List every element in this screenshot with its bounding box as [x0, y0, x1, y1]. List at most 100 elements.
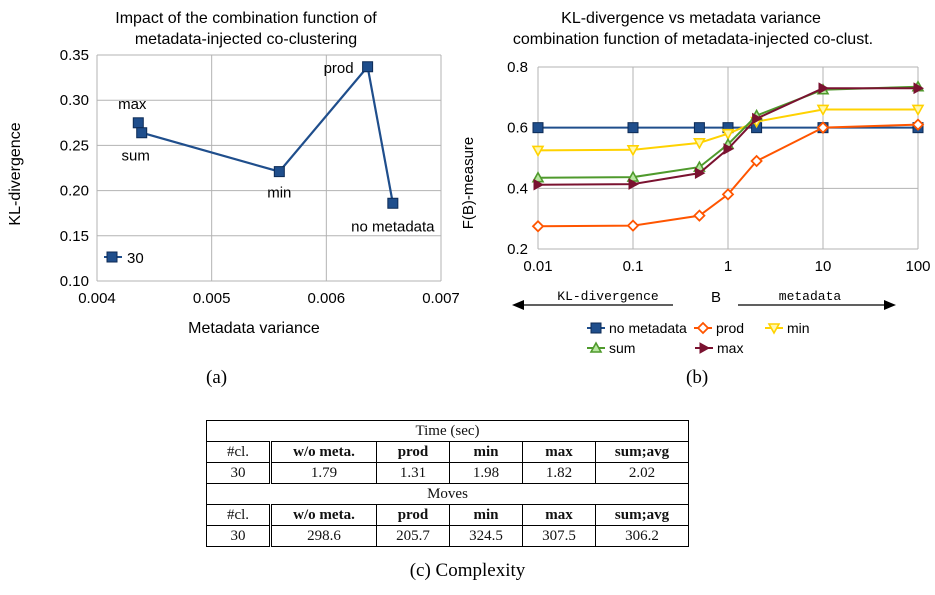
- legend-label: min: [787, 320, 810, 336]
- y-tick-label: 0.10: [60, 273, 89, 290]
- table-header-cell: min: [449, 504, 523, 526]
- data-point: [693, 209, 706, 222]
- data-point: [721, 188, 735, 201]
- chart-a-title-line1: Impact of the combination function of: [115, 10, 377, 27]
- table-section-title-row: Time (sec): [206, 420, 689, 442]
- table-header-cell: #cl.: [206, 504, 272, 526]
- data-point: [750, 154, 763, 168]
- data-point: [818, 82, 830, 95]
- table-section-title: Moves: [206, 483, 689, 505]
- chart-b: KL-divergence vs metadata variance combi…: [460, 10, 931, 356]
- table-header-cell: sum;avg: [595, 441, 689, 463]
- chart-b-x-ticks: 0.01 0.1 1 10 100: [523, 258, 930, 275]
- y-tick-label: 0.4: [507, 180, 528, 197]
- arrow-kl-divergence-label: KL-divergence: [557, 289, 658, 304]
- table-cell: 30: [206, 462, 272, 484]
- table-cell: 1.98: [449, 462, 523, 484]
- data-point: [362, 61, 374, 73]
- table-header-cell: #cl.: [206, 441, 272, 463]
- y-tick-label: 0.25: [60, 137, 89, 154]
- legend-marker: [696, 321, 710, 335]
- table-cell: 298.6: [270, 525, 377, 547]
- chart-a-title-line2: metadata-injected co-clustering: [135, 31, 357, 48]
- chart-b-grid: [537, 66, 919, 250]
- legend-marker: [589, 341, 603, 353]
- data-point: [531, 145, 545, 158]
- chart-a-x-ticks: 0.004 0.005 0.006 0.007: [78, 290, 460, 307]
- data-point: [694, 167, 706, 180]
- chart-b-y-axis-label: F(B)-measure: [460, 137, 477, 230]
- data-point: [628, 178, 640, 190]
- x-tick-label: 1: [724, 258, 732, 275]
- caption-a: (a): [206, 367, 228, 388]
- data-label: max: [118, 96, 147, 113]
- x-tick-label: 0.007: [422, 290, 460, 307]
- data-point: [532, 122, 544, 134]
- data-point: [816, 121, 830, 134]
- table-header-cell: prod: [376, 504, 450, 526]
- chart-a-y-axis-label: KL-divergence: [7, 122, 24, 225]
- arrow-metadata-label: metadata: [779, 289, 842, 304]
- x-tick-label: 0.1: [623, 258, 644, 275]
- table-cell: 1.82: [522, 462, 596, 484]
- table-cell: 205.7: [376, 525, 450, 547]
- chart-a-y-ticks: 0.10 0.15 0.20 0.25 0.30 0.35: [60, 47, 89, 290]
- y-tick-label: 0.15: [60, 228, 89, 245]
- y-tick-label: 0.6: [507, 120, 528, 137]
- chart-a-legend: 30: [104, 250, 144, 267]
- data-point: [693, 122, 705, 134]
- data-point: [136, 127, 148, 139]
- table-header-cell: w/o meta.: [270, 441, 377, 463]
- legend-label: max: [717, 340, 743, 356]
- chart-b-legend: no metadata prod min sum max: [587, 320, 810, 356]
- table-header-cell: prod: [376, 441, 450, 463]
- chart-a-series: max sum min prod no metadata: [118, 60, 435, 236]
- data-point: [626, 219, 640, 232]
- data-point: [627, 122, 639, 134]
- chart-b-title-line1: KL-divergence vs metadata variance: [561, 10, 821, 27]
- table-cell: 324.5: [449, 525, 523, 547]
- arrow-kl-divergence: KL-divergence: [512, 289, 673, 310]
- chart-b-x-axis-label: B: [711, 289, 721, 306]
- data-point: [723, 143, 735, 155]
- x-tick-label: 0.005: [193, 290, 231, 307]
- table-header-cell: w/o meta.: [270, 504, 377, 526]
- y-tick-label: 0.2: [507, 241, 528, 258]
- data-point: [721, 128, 735, 141]
- x-tick-label: 100: [905, 258, 930, 275]
- legend-label: no metadata: [609, 320, 687, 336]
- data-point: [911, 118, 925, 131]
- legend-label: 30: [127, 250, 144, 267]
- data-point: [531, 219, 545, 233]
- data-point: [273, 166, 285, 178]
- y-tick-label: 0.8: [507, 59, 528, 76]
- data-point: [913, 82, 925, 95]
- legend-marker: [699, 342, 711, 354]
- arrow-metadata: metadata: [738, 289, 896, 310]
- y-tick-label: 0.35: [60, 47, 89, 64]
- table-row: 30 298.6 205.7 324.5 307.5 306.2: [206, 525, 689, 547]
- table-cell: 307.5: [522, 525, 596, 547]
- caption-b: (b): [686, 367, 709, 388]
- table-cell: 2.02: [595, 462, 689, 484]
- data-point: [626, 145, 640, 157]
- table-header-cell: sum;avg: [595, 504, 689, 526]
- table-cell: 1.31: [376, 462, 450, 484]
- data-point: [132, 117, 144, 129]
- x-tick-label: 0.004: [78, 290, 116, 307]
- table-header-cell: min: [449, 441, 523, 463]
- data-point: [752, 112, 763, 125]
- chart-a: Impact of the combination function of me…: [7, 10, 460, 337]
- table-header-cell: max: [522, 504, 596, 526]
- table-cell: 30: [206, 525, 272, 547]
- table-section-title-row: Moves: [206, 483, 689, 505]
- chart-a-grid: [96, 54, 442, 282]
- chart-b-series: [531, 80, 925, 233]
- y-tick-label: 0.30: [60, 92, 89, 109]
- data-point: [533, 178, 545, 191]
- legend-label: prod: [716, 320, 744, 336]
- complexity-table: Time (sec) #cl. w/o meta. prod min max s…: [206, 420, 689, 547]
- table-cell: 1.79: [270, 462, 377, 484]
- chart-b-y-ticks: 0.2 0.4 0.6 0.8: [507, 59, 528, 258]
- table-row: 30 1.79 1.31 1.98 1.82 2.02: [206, 462, 689, 484]
